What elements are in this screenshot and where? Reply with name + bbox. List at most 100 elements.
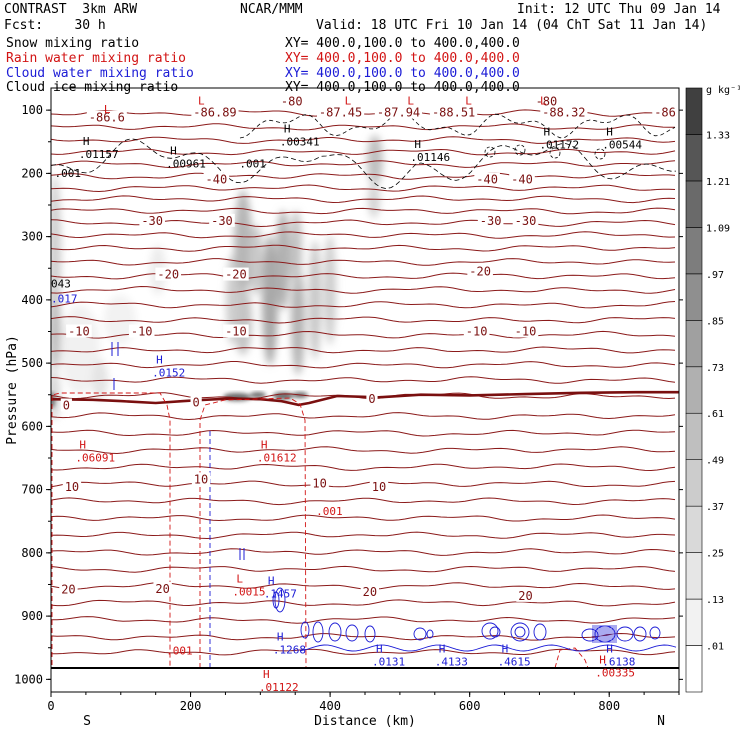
colorbar-swatch [685, 87, 703, 135]
isotherm-label: -30 [480, 214, 502, 228]
x-tick-label: 600 [459, 699, 481, 713]
x-tick-label: 800 [598, 699, 620, 713]
isotherm-label: -10 [515, 324, 537, 338]
isotherm-label: -86 [654, 106, 676, 120]
isotherm-label: -88.32 [542, 106, 585, 120]
extremum-value: .0015 [232, 586, 265, 599]
isotherm-label-bg [467, 264, 493, 278]
snow-plume [309, 240, 321, 360]
cloud-ice-contour [51, 138, 677, 190]
isotherm-line [51, 412, 676, 421]
extremum-mark: H [606, 126, 613, 139]
colorbar-label: 1.33 [706, 130, 730, 141]
isotherm-label-bg [652, 105, 678, 119]
isotherm-label: 0 [63, 398, 70, 412]
cloud-water-contour [345, 624, 359, 642]
extremum-value: .001 [166, 645, 193, 658]
colorbar-label: .97 [706, 270, 724, 281]
colorbar-swatch [685, 459, 703, 507]
isotherm-label-bg [316, 105, 365, 119]
colorbar-swatch [685, 645, 703, 693]
isotherm-label-bg [62, 480, 82, 494]
isotherm-label-bg [139, 213, 165, 227]
isotherm-label: -20 [157, 268, 179, 282]
snow-plume [249, 225, 263, 295]
isotherm-line [51, 376, 676, 384]
colorbar-swatch [685, 598, 703, 646]
field-name-rain: Rain water mixing ratio [6, 51, 187, 66]
isotherm-label: -20 [469, 264, 491, 278]
cloud-water-contour [426, 629, 434, 639]
isotherm-line [51, 514, 676, 522]
extremum-value: .0152 [152, 366, 185, 379]
isotherm-label: -80 [536, 94, 558, 108]
cloud-ice-contour [549, 147, 561, 159]
isotherm-label-bg [66, 324, 92, 338]
isotherm-label: -87.45 [319, 106, 362, 120]
isotherm-label-bg [430, 105, 478, 119]
isotherm-label-bg [60, 398, 72, 412]
extremum-value: .6138 [602, 655, 635, 668]
isotherm-line [51, 136, 676, 144]
isotherm-label-bg [223, 324, 249, 338]
snow-plume [262, 235, 278, 365]
isotherm-line [51, 361, 676, 369]
valid-time: Valid: 18 UTC Fri 10 Jan 14 (04 ChT Sat … [316, 18, 708, 33]
cloud-ice-contour [484, 146, 496, 158]
extremum-mark: H [502, 642, 509, 655]
extremum-value: .0131 [372, 655, 405, 668]
isotherm-label: -87.94 [377, 106, 420, 120]
y-tick-label: 300 [21, 230, 43, 244]
rain-water-contours [51, 392, 589, 669]
north-label: N [657, 714, 665, 729]
cloud-water-contour [633, 626, 647, 642]
isotherm-line [51, 172, 676, 180]
cloud-ice-contour [594, 148, 606, 160]
colorbar-label: .73 [706, 363, 724, 374]
cloud-ice-contour [514, 144, 526, 156]
snow-plume [368, 182, 380, 218]
snow-plume [51, 370, 60, 420]
isotherm-label-bg [203, 172, 230, 186]
extremum-mark: H [414, 138, 421, 151]
freezing-level-line [51, 390, 679, 407]
extremum-mark: H [83, 135, 90, 148]
isotherm-label: 10 [312, 476, 326, 490]
model-title: CONTRAST 3km ARW [4, 2, 138, 17]
isotherm-label-bg [128, 324, 155, 338]
colorbar-swatch [685, 505, 703, 553]
cloud-water-contour [328, 622, 342, 642]
isotherm-line [51, 531, 676, 540]
isotherm-label: -10 [131, 324, 153, 338]
cloud-water-contour [364, 625, 376, 643]
isotherm-line [51, 463, 676, 472]
extremum-value: .01172 [539, 139, 579, 152]
isotherm-label-bg [86, 110, 127, 124]
extremum-mark: H [376, 642, 383, 655]
isotherm-label-bg [190, 395, 202, 409]
isotherm-label: -10 [225, 324, 247, 338]
extremum-value: .01157 [79, 148, 119, 161]
isotherm-line [51, 272, 676, 280]
snow-plume [367, 135, 383, 185]
y-tick-label: 1000 [14, 672, 43, 686]
y-tick-label: 400 [21, 293, 43, 307]
isotherm-label: 20 [155, 582, 169, 596]
isotherm-line [51, 648, 676, 656]
cloud-water-contours [111, 342, 677, 668]
extremum-mark: H [439, 642, 446, 655]
forecast-hour: Fcst: 30 h [4, 18, 106, 33]
extremum-value: .00335 [595, 667, 635, 680]
isotherm-label-bg [153, 581, 172, 595]
isotherm-line [51, 480, 676, 488]
extremum-mark: L [198, 95, 205, 108]
cloud-water-contour [533, 623, 547, 641]
isotherm-line [51, 429, 676, 437]
x-tick-label: 0 [47, 699, 54, 713]
isotherm-label: -30 [515, 214, 537, 228]
isotherm-label: 10 [372, 480, 386, 494]
colorbar-label: 1.09 [706, 223, 730, 234]
isotherm-line [51, 258, 676, 266]
isotherm-line [51, 632, 676, 641]
